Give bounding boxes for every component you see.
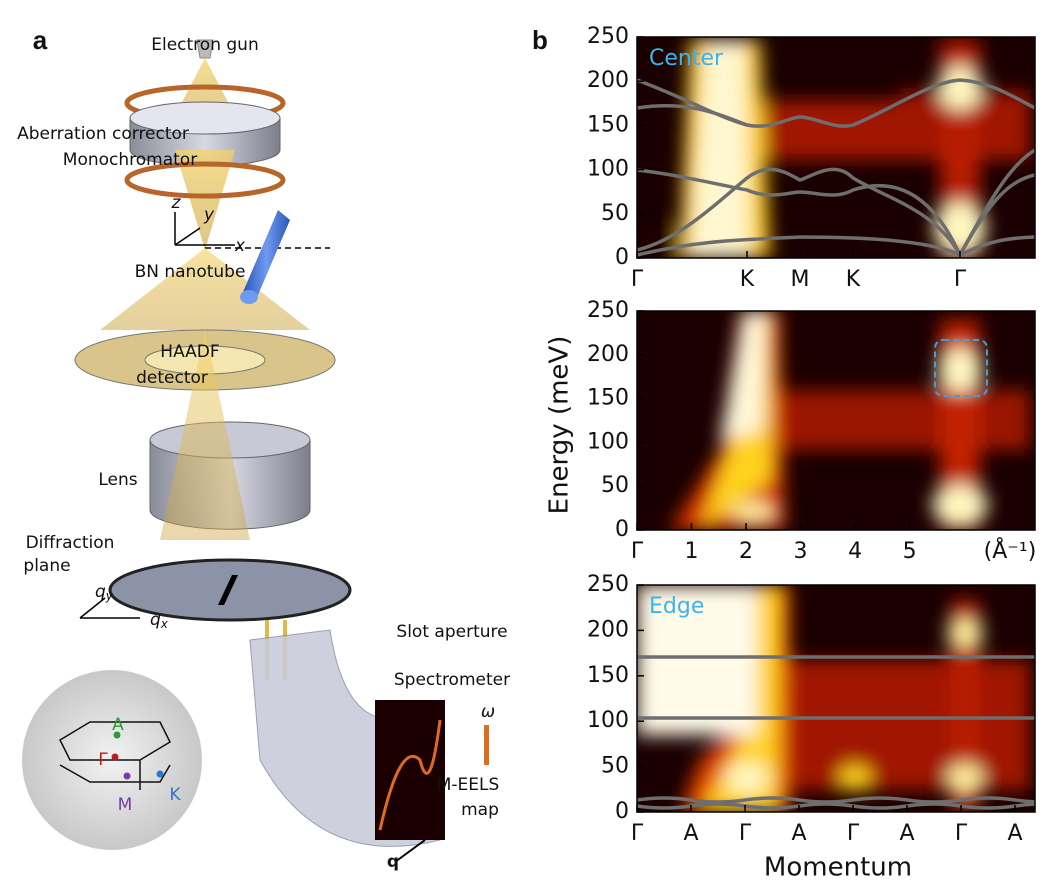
label: Lens [98,470,137,490]
label: HAADF [160,342,219,362]
y-tick-label: 200 [587,617,629,642]
label: Slot aperture [396,622,507,642]
y-tick-label: 250 [587,298,629,323]
y-tick-label: 50 [601,754,629,779]
x-axis-label: Momentum [764,853,912,883]
x-tick-label: Γ [955,821,968,846]
x-tick-label: Γ [954,267,967,292]
label: BN nanotube [135,262,246,282]
y-tick-label: 50 [601,201,629,226]
axis-label: y [203,205,215,225]
label: Electron gun [151,35,258,55]
y-tick-label: 100 [587,157,629,182]
y-tick-label: 150 [587,112,629,137]
x-tick-label: A [683,821,698,846]
x-tick-label: 4 [848,539,862,564]
y-tick-label: 100 [587,429,629,454]
axis-label: qy [95,582,114,603]
panel-label: a [33,25,48,55]
panel-label: b [532,25,548,55]
label: ω [481,702,495,722]
y-tick-label: 0 [615,799,629,824]
x-tick-label: 3 [794,539,808,564]
x-tick-label: A [791,821,806,846]
label: detector [136,368,208,388]
bz-point: M [118,795,133,815]
x-tick-label: A [899,821,914,846]
y-tick-label: 50 [601,473,629,498]
plot-frame [636,584,1036,813]
y-tick-label: 250 [587,24,629,49]
label: Monochromator [63,150,197,170]
label: map [461,800,499,820]
label: Spectrometer [394,670,510,690]
axis-label: qx [150,610,169,631]
bz-point: A [112,715,124,735]
x-tick-label: K [846,267,861,292]
x-tick-label: 5 [903,539,917,564]
x-tick-label: A [1007,821,1022,846]
x-tick-label: Γ [631,821,644,846]
y-axis-label: Energy (meV) [545,336,575,515]
x-unit: (Å⁻¹) [984,537,1037,564]
y-tick-label: 150 [587,663,629,688]
label: Aberration corrector [17,124,189,144]
y-tick-label: 250 [587,572,629,597]
label: M-EELS [437,775,500,795]
label: plane [23,556,70,576]
y-tick-label: 100 [587,708,629,733]
plot-frame [636,36,1036,259]
y-tick-label: 0 [615,517,629,542]
y-tick-label: 200 [587,342,629,367]
heatmap-image [637,37,1035,258]
y-tick-label: 0 [615,245,629,270]
x-tick-label: 2 [739,539,753,564]
x-tick-label: M [791,267,810,292]
bz-point: K [169,785,181,805]
y-tick-label: 200 [587,68,629,93]
bz-point: Γ [98,750,108,770]
x-tick-label: Γ [631,539,644,564]
axis-label: x [234,236,246,256]
x-tick-label: Γ [631,267,644,292]
schematic [22,39,489,863]
x-tick-label: Γ [847,821,860,846]
x-tick-label: Γ [739,821,752,846]
panel-annotation: Edge [649,594,704,619]
x-tick-label: 1 [685,539,699,564]
label: q [387,852,399,872]
plot-frame [636,310,1036,531]
label: Diffraction [26,533,115,553]
axis-label: z [171,193,182,213]
y-tick-label: 150 [587,386,629,411]
panel-annotation: Center [649,46,724,71]
x-tick-label: K [740,267,755,292]
heatmap-image [637,585,1035,812]
heatmap-image [637,311,1035,530]
